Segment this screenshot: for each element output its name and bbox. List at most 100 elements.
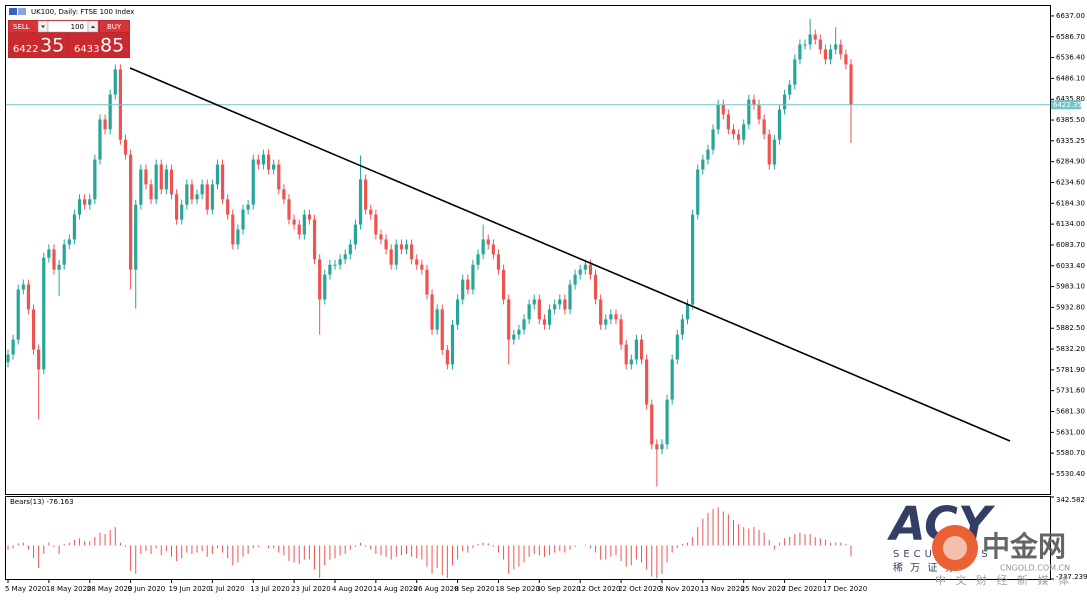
candle-body [220,164,225,200]
watermark: ACY SECURITIES 稀 万 证 券 中金网 CNGOLD.COM.CN… [887,497,1070,588]
candle-body [788,84,792,95]
y-tick-label: 5781.90 [1056,366,1085,374]
candle-body [491,244,495,255]
candle-body [6,354,10,363]
candle-body [650,404,654,445]
candle-body [200,184,204,195]
x-tick-label: 19 Jun 2020 [168,585,210,593]
candle-body [558,299,562,305]
candle-body [813,34,817,40]
sell-price-main: 6422 [13,44,38,55]
buy-button[interactable] [100,21,129,32]
candle-body [241,209,245,230]
candle-body [849,64,853,105]
candle-body [834,44,838,50]
y-tick-label: 342.582 [1056,496,1085,504]
y-tick-label: 6536.40 [1056,54,1085,62]
x-tick-label: 8 Sep 2020 [455,585,495,593]
candle-body [26,284,31,310]
candle-body [226,199,230,215]
candle-body [553,304,557,310]
candle-body [680,319,684,335]
candle-body [31,309,36,350]
candle-body [731,129,736,135]
indicator-title: Bears(13) -76.163 [10,498,74,506]
y-tick-label: 6083.70 [1056,241,1085,249]
candle-body [440,309,444,350]
x-tick-label: 22 Oct 2020 [618,585,661,593]
candle-body [384,239,388,250]
candle-body [496,254,501,270]
candle-body [537,299,541,320]
x-tick-label: 30 Sep 2020 [536,585,580,593]
x-tick-label: 23 Jul 2020 [291,585,331,593]
y-tick-label: 6586.70 [1056,33,1085,41]
y-tick-label: 5580.70 [1056,449,1085,457]
candle-body [231,214,235,245]
x-tick-label: 13 Jul 2020 [250,585,290,593]
plot: 6637.00 6586.70 6536.40 6486.10 6435.80 6385.… [5,12,1087,593]
sell-button[interactable] [9,21,37,32]
current-price-box [1051,100,1081,110]
y-tick-label: 5530.40 [1056,470,1085,478]
candle-body [98,119,102,160]
candle-body [93,159,97,200]
candle-body [103,119,107,130]
candle-body [425,269,429,295]
candle-body [445,349,449,365]
candle-body [486,239,490,245]
candle-body [660,444,664,450]
candle-body [215,164,220,185]
arrow [91,25,95,28]
candle-body [62,244,66,265]
x-tick-label: 25 Nov 2020 [741,585,786,593]
candle-body [501,269,506,300]
y-tick-label: 5932.80 [1056,303,1085,311]
candle-body [430,294,434,330]
y-tick-label: 6284.90 [1056,158,1085,166]
candle-body [685,304,690,320]
candle-body [726,114,730,130]
candle-body [798,44,802,60]
candle-body [404,244,409,250]
sell-price-box[interactable] [9,33,68,57]
candle-body [823,49,828,60]
buy-price-box[interactable] [70,33,129,57]
candle-body [277,164,281,190]
candle-body [752,99,756,105]
candle-body [379,234,383,240]
candle-body [542,319,547,325]
candle-body [37,349,41,370]
candle-body [67,239,71,245]
buy-label: BUY [107,23,122,31]
candle-body [261,154,266,165]
candle-body [696,169,700,215]
candle-body [312,219,317,260]
candle-body [532,299,536,305]
candle-body [180,204,184,220]
x-tick-label: 12 Oct 2020 [577,585,620,593]
candle-body [297,224,301,235]
candle-body [762,119,766,135]
symbol-title: UK100, Daily: FTSE 100 Index [31,8,134,16]
candle-body [527,304,531,320]
candle-body [287,199,291,220]
y-tick-label: 6637.00 [1056,12,1085,20]
candle-body [818,39,822,50]
candle-body [665,399,669,445]
candle-body [675,334,679,360]
y-tick-label: 5681.30 [1056,408,1085,416]
x-tick-label: 14 Aug 2020 [373,585,418,593]
candle-body [302,214,306,235]
indicator-frame [5,496,1051,580]
candle-body [205,184,209,210]
candle-body [154,164,158,200]
candle-body [394,244,398,265]
candle-body [573,274,577,285]
candle-body [634,339,639,360]
candle-body [655,444,659,450]
candle-body [190,184,194,200]
y-tick-label: 5631.00 [1056,428,1085,436]
candle-body [139,169,143,205]
candle-body [108,94,112,130]
